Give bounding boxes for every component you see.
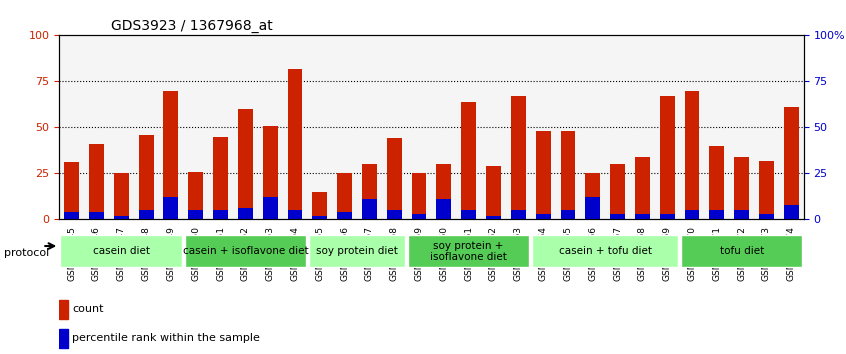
Text: soy protein +
isoflavone diet: soy protein + isoflavone diet bbox=[431, 240, 507, 262]
Bar bbox=[163, 91, 179, 219]
Bar bbox=[189, 210, 203, 219]
Bar bbox=[511, 96, 525, 219]
FancyBboxPatch shape bbox=[309, 235, 405, 267]
Bar bbox=[263, 126, 277, 219]
Bar bbox=[59, 329, 68, 348]
Bar bbox=[387, 210, 402, 219]
Bar bbox=[189, 172, 203, 219]
FancyBboxPatch shape bbox=[408, 235, 530, 267]
Text: protocol: protocol bbox=[4, 248, 49, 258]
Bar bbox=[139, 210, 153, 219]
Bar bbox=[362, 199, 376, 219]
Bar bbox=[387, 138, 402, 219]
Bar bbox=[759, 161, 774, 219]
Bar bbox=[412, 214, 426, 219]
Bar bbox=[710, 210, 724, 219]
Text: percentile rank within the sample: percentile rank within the sample bbox=[72, 333, 260, 343]
Bar bbox=[610, 214, 625, 219]
Bar bbox=[114, 173, 129, 219]
Bar bbox=[64, 162, 79, 219]
Bar bbox=[437, 199, 451, 219]
Bar bbox=[114, 216, 129, 219]
Text: GDS3923 / 1367968_at: GDS3923 / 1367968_at bbox=[112, 19, 273, 33]
Bar bbox=[684, 91, 700, 219]
Bar bbox=[486, 216, 501, 219]
Bar bbox=[288, 69, 302, 219]
FancyBboxPatch shape bbox=[184, 235, 306, 267]
Bar bbox=[163, 198, 179, 219]
Bar bbox=[263, 198, 277, 219]
Text: casein diet: casein diet bbox=[93, 246, 150, 256]
Bar bbox=[312, 192, 327, 219]
Bar bbox=[238, 209, 253, 219]
Bar bbox=[734, 157, 749, 219]
Bar bbox=[89, 144, 104, 219]
Bar bbox=[660, 96, 674, 219]
Bar bbox=[610, 164, 625, 219]
Bar bbox=[635, 157, 650, 219]
Bar bbox=[213, 137, 228, 219]
FancyBboxPatch shape bbox=[681, 235, 803, 267]
Bar bbox=[511, 210, 525, 219]
Bar bbox=[89, 212, 104, 219]
Bar bbox=[684, 210, 700, 219]
Bar bbox=[585, 198, 600, 219]
Bar bbox=[213, 210, 228, 219]
Bar bbox=[660, 214, 674, 219]
Bar bbox=[338, 212, 352, 219]
Bar bbox=[486, 166, 501, 219]
Bar bbox=[338, 173, 352, 219]
Text: tofu diet: tofu diet bbox=[720, 246, 764, 256]
Bar bbox=[312, 216, 327, 219]
Text: count: count bbox=[72, 304, 103, 314]
Bar bbox=[635, 214, 650, 219]
Bar bbox=[784, 205, 799, 219]
Bar bbox=[461, 102, 476, 219]
Bar bbox=[59, 300, 68, 319]
Bar bbox=[64, 212, 79, 219]
Bar bbox=[784, 107, 799, 219]
Bar bbox=[585, 173, 600, 219]
Text: casein + isoflavone diet: casein + isoflavone diet bbox=[183, 246, 308, 256]
Bar bbox=[561, 210, 575, 219]
Bar bbox=[288, 210, 302, 219]
FancyBboxPatch shape bbox=[532, 235, 678, 267]
Bar bbox=[461, 210, 476, 219]
Bar bbox=[561, 131, 575, 219]
Bar bbox=[362, 164, 376, 219]
Bar bbox=[437, 164, 451, 219]
Bar bbox=[710, 146, 724, 219]
Bar bbox=[759, 214, 774, 219]
Bar bbox=[536, 214, 551, 219]
FancyBboxPatch shape bbox=[60, 235, 182, 267]
Bar bbox=[412, 173, 426, 219]
Bar bbox=[734, 210, 749, 219]
Bar bbox=[536, 131, 551, 219]
Text: soy protein diet: soy protein diet bbox=[316, 246, 398, 256]
Text: casein + tofu diet: casein + tofu diet bbox=[558, 246, 651, 256]
Bar bbox=[238, 109, 253, 219]
Bar bbox=[139, 135, 153, 219]
